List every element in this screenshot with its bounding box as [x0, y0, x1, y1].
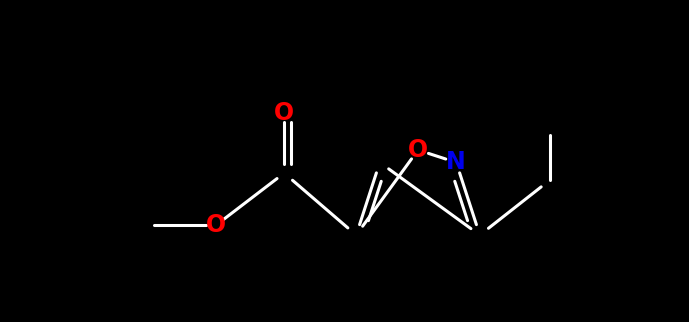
Text: O: O	[274, 101, 294, 125]
Text: N: N	[446, 150, 466, 175]
Text: O: O	[206, 213, 226, 237]
Text: O: O	[408, 138, 428, 162]
